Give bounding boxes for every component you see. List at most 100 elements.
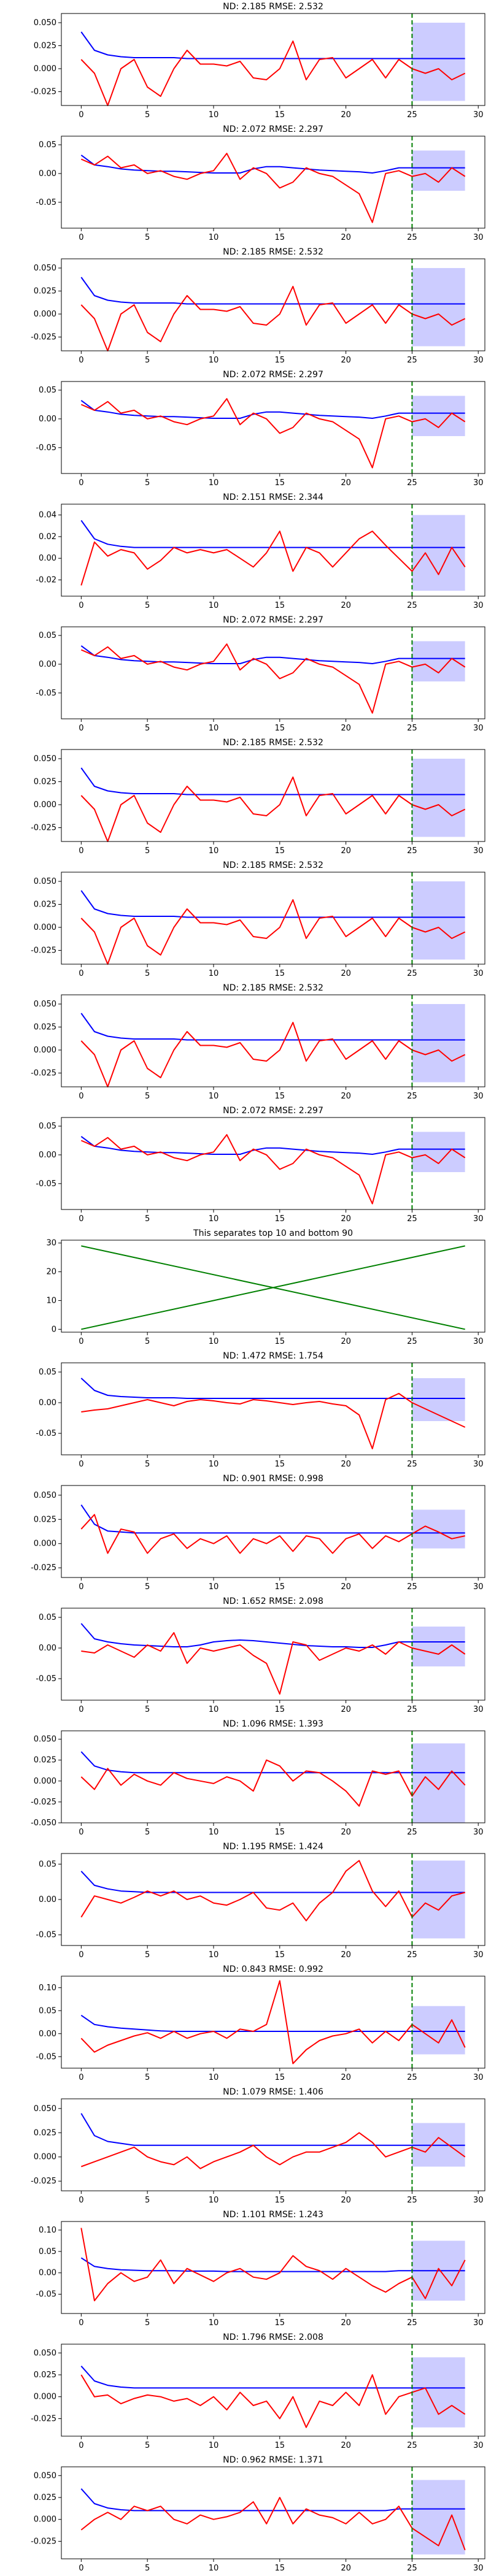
x-tick-label: 25 xyxy=(407,969,417,978)
x-tick-label: 25 xyxy=(407,110,417,120)
y-tick-label: 0.050 xyxy=(34,1491,56,1500)
x-tick-label: 30 xyxy=(473,601,484,610)
series-line-1 xyxy=(80,31,465,59)
x-tick-label: 25 xyxy=(407,1337,417,1346)
x-tick-label: 10 xyxy=(209,2441,219,2450)
x-tick-label: 15 xyxy=(275,110,285,120)
panel-title: ND: 2.072 RMSE: 2.297 xyxy=(223,370,323,380)
y-tick-label: -0.025 xyxy=(31,2537,56,2546)
axes-frame xyxy=(61,381,485,474)
x-tick-label: 0 xyxy=(79,2073,83,2082)
x-tick-label: 0 xyxy=(79,2196,83,2205)
y-tick-label: 0.000 xyxy=(34,923,56,932)
y-tick-label: 0.05 xyxy=(39,1368,56,1377)
forecast-band xyxy=(412,881,465,960)
x-tick-label: 20 xyxy=(341,478,351,488)
x-tick-label: 5 xyxy=(145,356,150,365)
series-line-2 xyxy=(81,1632,466,1695)
axes-frame xyxy=(61,136,485,229)
series-line-1 xyxy=(80,1013,465,1041)
x-tick-label: 10 xyxy=(209,478,219,488)
x-tick-label: 15 xyxy=(275,233,285,242)
panel-5: ND: 2.151 RMSE: 2.344 0.04 0.02 0.00 -0.02 0 5… xyxy=(36,493,485,610)
y-tick-label: -0.05 xyxy=(36,443,56,453)
axes-frame xyxy=(61,2466,485,2559)
x-tick-label: 0 xyxy=(79,233,83,242)
x-tick-label: 30 xyxy=(473,110,484,120)
y-tick-label: 0.05 xyxy=(39,386,56,395)
axes-frame xyxy=(61,258,485,351)
x-tick-label: 30 xyxy=(473,1337,484,1346)
x-tick-label: 15 xyxy=(275,1582,285,1592)
y-tick-label: 0.000 xyxy=(34,310,56,319)
axes-frame xyxy=(61,1362,485,1455)
axes-frame xyxy=(61,1485,485,1578)
y-tick-label: 0.000 xyxy=(34,2153,56,2162)
panel-12: ND: 1.472 RMSE: 1.754 0.05 0.00 -0.05 0 5 10 15… xyxy=(36,1351,485,1469)
y-tick-label: -0.05 xyxy=(36,2290,56,2299)
panel-title: ND: 2.072 RMSE: 2.297 xyxy=(223,615,323,625)
series-line-2 xyxy=(80,776,466,842)
x-tick-label: 5 xyxy=(145,1337,150,1346)
x-tick-label: 25 xyxy=(407,724,417,733)
x-tick-label: 10 xyxy=(209,2073,219,2082)
x-tick-label: 5 xyxy=(145,1582,150,1592)
y-tick-label: -0.025 xyxy=(31,1798,56,1807)
x-tick-label: 15 xyxy=(275,601,285,610)
series-line-1 xyxy=(80,277,465,305)
panel-title: ND: 1.472 RMSE: 1.754 xyxy=(223,1351,323,1361)
x-tick-label: 15 xyxy=(275,2318,285,2328)
x-tick-label: 15 xyxy=(275,969,285,978)
y-tick-label: 0.00 xyxy=(39,1398,56,1408)
x-tick-label: 15 xyxy=(275,1214,285,1224)
x-tick-label: 15 xyxy=(275,2441,285,2450)
y-tick-label: 0.05 xyxy=(39,1860,56,1869)
series-line-1 xyxy=(80,1871,465,1893)
y-tick-label: -0.05 xyxy=(36,1179,56,1189)
y-tick-label: 0.05 xyxy=(39,2006,56,2015)
x-tick-label: 5 xyxy=(145,478,150,488)
x-tick-label: 0 xyxy=(79,1705,83,1714)
y-tick-label: 0.050 xyxy=(34,2471,56,2480)
y-tick-label: 0.00 xyxy=(39,1644,56,1653)
y-tick-label: 0.025 xyxy=(34,1023,56,1032)
x-tick-label: 20 xyxy=(341,846,351,856)
x-tick-label: 30 xyxy=(473,356,484,365)
panel-title: ND: 1.101 RMSE: 1.243 xyxy=(223,2210,323,2220)
panel-13: ND: 0.901 RMSE: 0.998 0.050 0.025 0.000 -0.0… xyxy=(31,1474,485,1592)
y-tick-label: 0.00 xyxy=(39,2030,56,2039)
y-tick-label: -0.025 xyxy=(31,88,56,97)
x-tick-label: 10 xyxy=(209,1582,219,1592)
series-line-1 xyxy=(80,1751,465,1774)
x-tick-label: 25 xyxy=(407,2441,417,2450)
x-tick-label: 15 xyxy=(275,1828,285,1837)
x-tick-label: 30 xyxy=(473,1214,484,1224)
series-line-2 xyxy=(80,2497,466,2551)
y-tick-label: 0.025 xyxy=(34,778,56,787)
series-line-2 xyxy=(80,643,466,714)
x-tick-label: 10 xyxy=(209,724,219,733)
panel-15: ND: 1.096 RMSE: 1.393 0.050 0.025 0.000 -0.0… xyxy=(31,1719,485,1837)
series-line-1 xyxy=(80,2366,465,2389)
axes-frame xyxy=(61,1240,485,1333)
x-tick-label: 10 xyxy=(209,1828,219,1837)
x-tick-label: 25 xyxy=(407,356,417,365)
y-tick-label: -0.025 xyxy=(31,1563,56,1573)
x-tick-label: 0 xyxy=(79,969,83,978)
x-tick-label: 15 xyxy=(275,1705,285,1714)
series-line-1 xyxy=(80,1505,465,1534)
x-tick-label: 5 xyxy=(145,1828,150,1837)
y-tick-label: 0.050 xyxy=(34,754,56,764)
y-tick-label: 0.00 xyxy=(39,169,56,178)
x-tick-label: 15 xyxy=(275,724,285,733)
x-tick-label: 15 xyxy=(275,1337,285,1346)
x-tick-label: 25 xyxy=(407,1950,417,1960)
panel-2: ND: 2.072 RMSE: 2.297 0.05 0.00 -0.05 0 5 10 15… xyxy=(36,125,485,242)
series-line-1 xyxy=(80,519,465,548)
series-line-1 xyxy=(80,400,465,419)
x-tick-label: 0 xyxy=(79,1214,83,1224)
x-tick-label: 30 xyxy=(473,1092,484,1101)
x-tick-label: 15 xyxy=(275,2073,285,2082)
forecast-band xyxy=(412,759,465,837)
y-tick-label: 0.025 xyxy=(34,1515,56,1524)
